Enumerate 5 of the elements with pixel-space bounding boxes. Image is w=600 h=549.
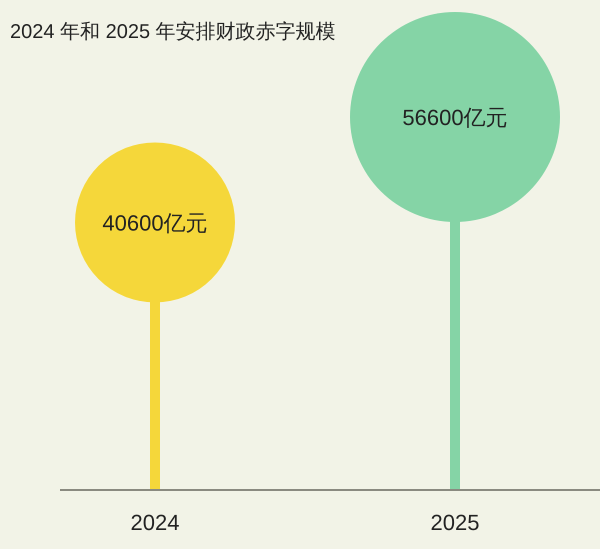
x-tick: 2024 (130, 510, 180, 535)
value-label: 56600亿元 (402, 105, 508, 130)
title: 2024 年和 2025 年安排财政赤字规模 (10, 21, 336, 43)
value-label: 40600亿元 (102, 210, 208, 236)
x-tick: 2025 (430, 510, 480, 535)
